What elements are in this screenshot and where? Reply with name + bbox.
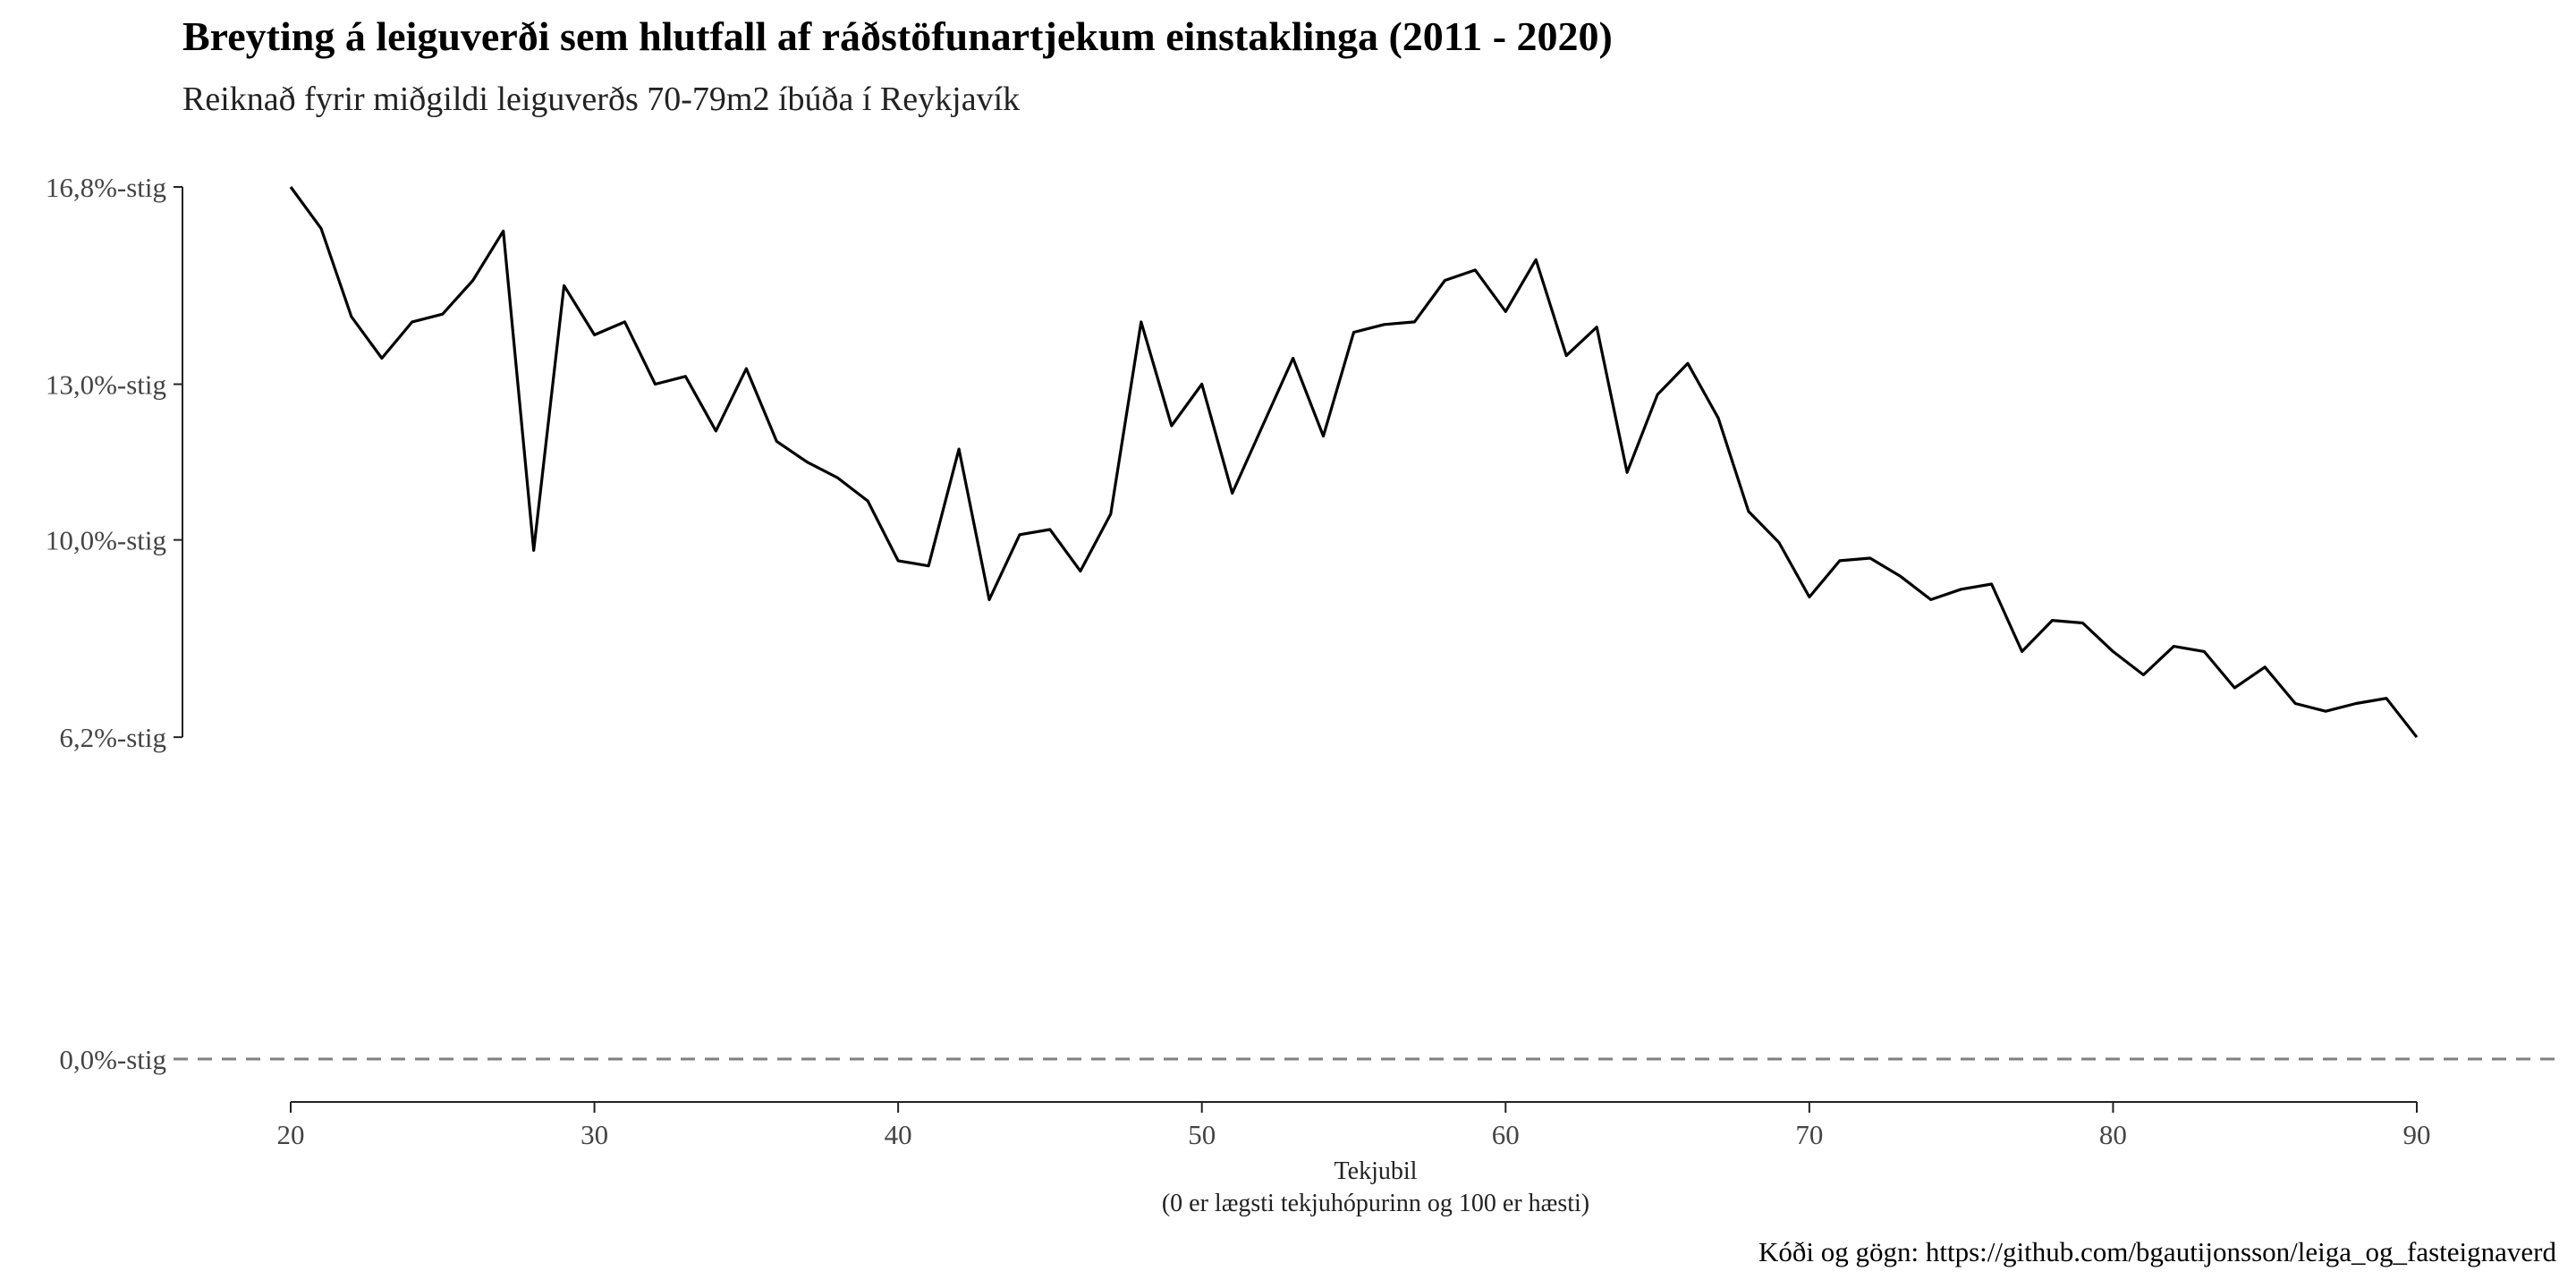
data-point — [1747, 510, 1750, 513]
chart-title: Breyting á leiguverði sem hlutfall af rá… — [182, 13, 1613, 59]
data-point — [715, 429, 717, 432]
data-point — [1444, 279, 1446, 282]
data-point — [2294, 702, 2297, 705]
data-point — [745, 368, 748, 370]
data-point — [1929, 598, 1932, 601]
x-axis-label: Tekjubil — [1335, 1157, 1418, 1185]
data-point — [1231, 492, 1233, 495]
series-line — [289, 186, 2419, 739]
data-point — [1413, 320, 1416, 323]
data-point — [988, 598, 991, 601]
data-point — [684, 375, 687, 377]
data-point — [1200, 383, 1203, 386]
data-point — [563, 284, 565, 287]
data-point — [1687, 362, 1690, 365]
y-tick-label: 6,2%-stig — [59, 722, 166, 753]
data-point — [2051, 619, 2054, 622]
data-point — [1808, 596, 1810, 598]
data-point — [593, 334, 596, 336]
data-point — [380, 357, 383, 360]
data-point — [1657, 394, 1659, 396]
data-point — [441, 313, 444, 316]
data-point — [623, 320, 626, 323]
data-point — [897, 559, 900, 562]
data-point — [1474, 268, 1477, 271]
data-point — [1261, 424, 1264, 427]
y-tick-label: 10,0%-stig — [46, 525, 166, 556]
data-point — [1048, 529, 1051, 531]
x-axis: 20 30 40 50 60 70 80 90 — [277, 1101, 2431, 1150]
data-point — [1899, 575, 1902, 578]
data-point — [2385, 697, 2388, 699]
data-point — [2325, 710, 2327, 713]
data-point — [1140, 320, 1142, 323]
data-point — [775, 440, 778, 443]
data-point — [2021, 650, 2023, 653]
y-tick-label: 0,0%-stig — [59, 1044, 166, 1075]
data-point — [502, 230, 504, 233]
data-point — [2416, 736, 2419, 739]
data-point — [1868, 556, 1871, 559]
x-tick-label: 70 — [1795, 1119, 1823, 1150]
data-point — [411, 320, 413, 323]
data-point — [2081, 622, 2084, 624]
data-point — [532, 549, 535, 552]
data-point — [867, 500, 869, 503]
data-point — [350, 316, 352, 318]
data-point — [654, 383, 657, 386]
data-point — [1292, 357, 1294, 360]
data-point — [1565, 354, 1568, 357]
data-point — [2203, 650, 2206, 653]
chart-caption: Kóði og gögn: https://github.com/bgautij… — [1758, 1236, 2557, 1267]
plot-area — [289, 186, 2419, 739]
data-point — [1626, 471, 1629, 474]
x-tick-label: 80 — [2099, 1119, 2127, 1150]
x-tick-label: 60 — [1492, 1119, 1520, 1150]
y-tick-label: 16,8%-stig — [46, 172, 166, 203]
x-tick-label: 40 — [885, 1119, 912, 1150]
x-tick-label: 50 — [1188, 1119, 1216, 1150]
x-tick-label: 90 — [2403, 1119, 2431, 1150]
data-point — [806, 461, 809, 463]
data-point — [2112, 650, 2114, 653]
data-point — [1990, 582, 1993, 585]
data-point — [1322, 435, 1325, 437]
data-point — [1018, 533, 1021, 536]
data-point — [2173, 645, 2175, 648]
data-point — [1504, 310, 1507, 313]
x-tick-label: 20 — [277, 1119, 305, 1150]
data-point — [1079, 570, 1081, 572]
chart-subtitle: Reiknað fyrir miðgildi leiguverðs 70-79m… — [182, 80, 1020, 118]
data-point — [2264, 665, 2267, 668]
data-point — [1777, 541, 1780, 544]
data-point — [1838, 559, 1841, 562]
data-point — [928, 564, 930, 567]
data-point — [2142, 674, 2145, 676]
data-point — [471, 279, 474, 282]
data-point — [1170, 424, 1173, 427]
data-point — [1109, 513, 1112, 515]
data-point — [290, 186, 292, 189]
x-axis-sublabel: (0 er lægsti tekjuhópurinn og 100 er hæs… — [1162, 1190, 1589, 1217]
data-point — [836, 477, 839, 479]
data-point — [1535, 258, 1538, 261]
data-point — [2233, 687, 2236, 690]
data-point — [1352, 331, 1355, 334]
y-axis: 0,0%-stig 6,2%-stig 10,0%-stig 13,0%-stig 16… — [46, 172, 183, 1075]
data-point — [319, 227, 322, 230]
x-tick-label: 30 — [580, 1119, 608, 1150]
data-point — [1960, 588, 1962, 590]
data-point — [1596, 326, 1598, 328]
data-point — [1383, 323, 1385, 326]
y-tick-label: 13,0%-stig — [46, 369, 166, 401]
data-point — [958, 448, 961, 451]
data-point — [1716, 417, 1719, 419]
data-point — [2355, 702, 2358, 705]
